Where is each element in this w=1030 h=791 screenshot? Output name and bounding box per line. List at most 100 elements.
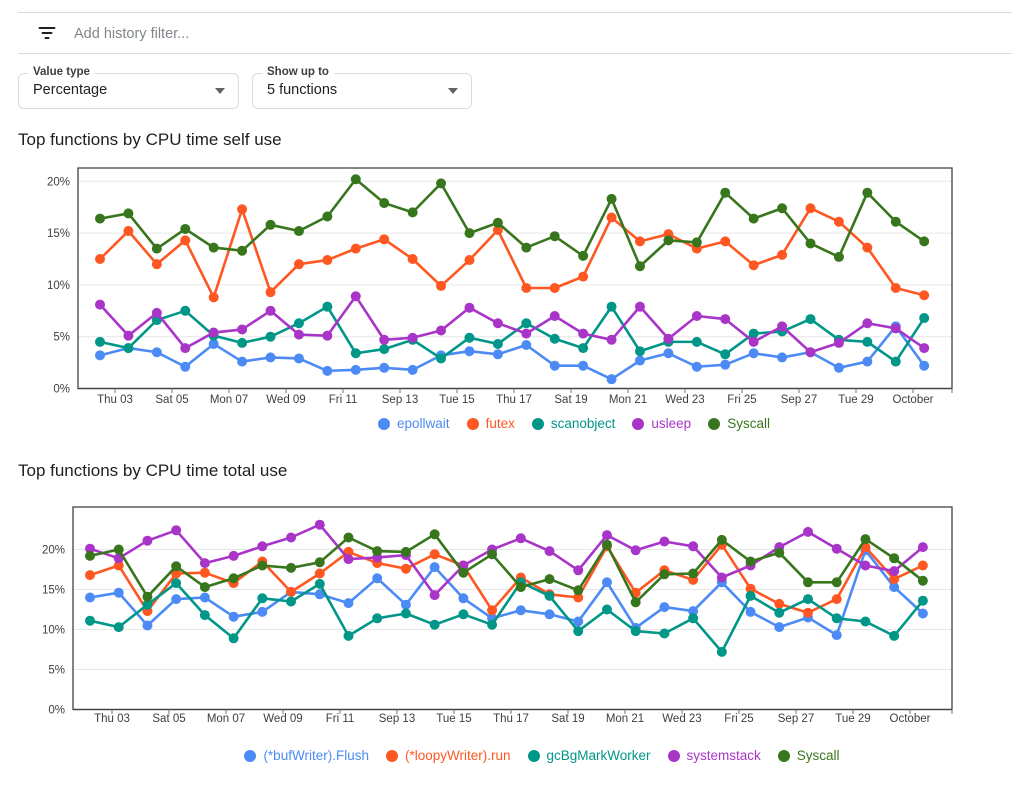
x-axis-tick-label: Wed 23 <box>665 394 704 406</box>
data-point <box>322 301 333 312</box>
data-point <box>805 314 816 325</box>
data-point <box>429 619 440 630</box>
data-point <box>573 592 584 603</box>
data-point <box>601 539 612 550</box>
data-point <box>606 374 617 385</box>
data-point <box>573 616 584 627</box>
data-point <box>293 353 304 364</box>
data-point <box>265 219 276 230</box>
data-point <box>860 534 871 545</box>
data-point <box>549 333 560 344</box>
data-point <box>862 187 873 198</box>
data-point <box>606 334 617 345</box>
data-point <box>919 290 930 301</box>
data-point <box>833 216 844 227</box>
data-point <box>237 356 248 367</box>
x-axis-tick-label: Tue 29 <box>835 713 870 725</box>
series-line-Syscall <box>88 532 925 604</box>
data-point <box>691 310 702 321</box>
data-point <box>314 557 325 568</box>
legend-label: futex <box>485 416 515 431</box>
data-point <box>180 361 191 372</box>
x-axis-tick-label: Wed 23 <box>662 713 701 725</box>
data-point <box>228 633 239 644</box>
series-line-futex <box>98 206 926 299</box>
data-point <box>549 283 560 294</box>
data-point <box>919 313 930 324</box>
legend-label: Syscall <box>796 748 840 763</box>
data-point <box>630 626 641 637</box>
data-point <box>688 568 699 579</box>
data-point <box>180 343 191 354</box>
data-point <box>831 594 842 605</box>
data-point <box>720 314 731 325</box>
history-filter-input[interactable] <box>72 20 776 48</box>
legend-label: epollwait <box>397 416 450 431</box>
data-point <box>578 360 589 371</box>
data-point <box>123 226 134 237</box>
data-point <box>322 211 333 222</box>
data-point <box>720 349 731 360</box>
data-point <box>862 336 873 347</box>
plot-border <box>77 167 953 390</box>
data-point <box>95 350 105 361</box>
data-point <box>919 236 930 247</box>
legend-dot-icon <box>531 417 544 430</box>
data-point <box>601 530 612 541</box>
data-point <box>350 243 361 254</box>
data-point <box>515 605 526 616</box>
data-point <box>429 562 440 573</box>
x-axis-tick-label: Thu 03 <box>97 394 133 406</box>
legend-dot-icon <box>527 749 540 762</box>
data-point <box>487 605 498 616</box>
data-point <box>860 560 871 571</box>
legend-dot-icon <box>378 417 391 430</box>
x-axis-tick-label: Fri 11 <box>326 713 355 725</box>
data-point <box>805 203 816 214</box>
data-point <box>180 223 191 234</box>
legend-label: (*loopyWriter).run <box>404 748 511 763</box>
data-point <box>293 329 304 340</box>
data-point <box>286 532 297 543</box>
data-point <box>487 619 498 630</box>
data-point <box>919 360 930 371</box>
value-type-select[interactable]: Value type Percentage <box>18 66 239 109</box>
data-point <box>180 235 191 246</box>
data-point <box>492 349 503 360</box>
data-point <box>379 234 390 245</box>
data-point <box>688 541 699 552</box>
x-axis-tick-label: Sat 05 <box>152 713 185 725</box>
data-point <box>688 606 699 617</box>
legend-item: futex <box>466 416 515 431</box>
data-point <box>521 328 532 339</box>
data-point <box>429 590 440 601</box>
filter-list-icon[interactable] <box>38 27 55 39</box>
show-up-to-select[interactable]: Show up to 5 functions <box>252 66 472 109</box>
data-point <box>208 242 219 253</box>
data-point <box>803 594 813 605</box>
data-point <box>314 568 325 579</box>
data-point <box>343 554 354 565</box>
x-axis-tick-label: Sep 27 <box>778 713 814 725</box>
data-point <box>95 254 105 264</box>
y-axis-tick-label: 10% <box>47 280 70 292</box>
x-axis-tick-label: Sep 13 <box>379 713 415 725</box>
data-point <box>95 299 105 310</box>
value-type-label: Value type <box>28 66 95 78</box>
data-point <box>917 560 928 571</box>
data-point <box>630 545 641 556</box>
data-point <box>890 283 901 294</box>
data-point <box>805 238 816 249</box>
data-point <box>777 352 788 363</box>
data-point <box>663 235 674 246</box>
data-point <box>436 178 447 189</box>
data-point <box>745 606 756 617</box>
data-point <box>803 577 813 588</box>
data-point <box>171 594 182 605</box>
data-point <box>688 613 699 624</box>
data-point <box>889 553 900 564</box>
data-point <box>573 626 584 637</box>
dropdown-arrow-icon <box>448 88 458 94</box>
data-point <box>151 243 162 254</box>
data-point <box>833 362 844 373</box>
